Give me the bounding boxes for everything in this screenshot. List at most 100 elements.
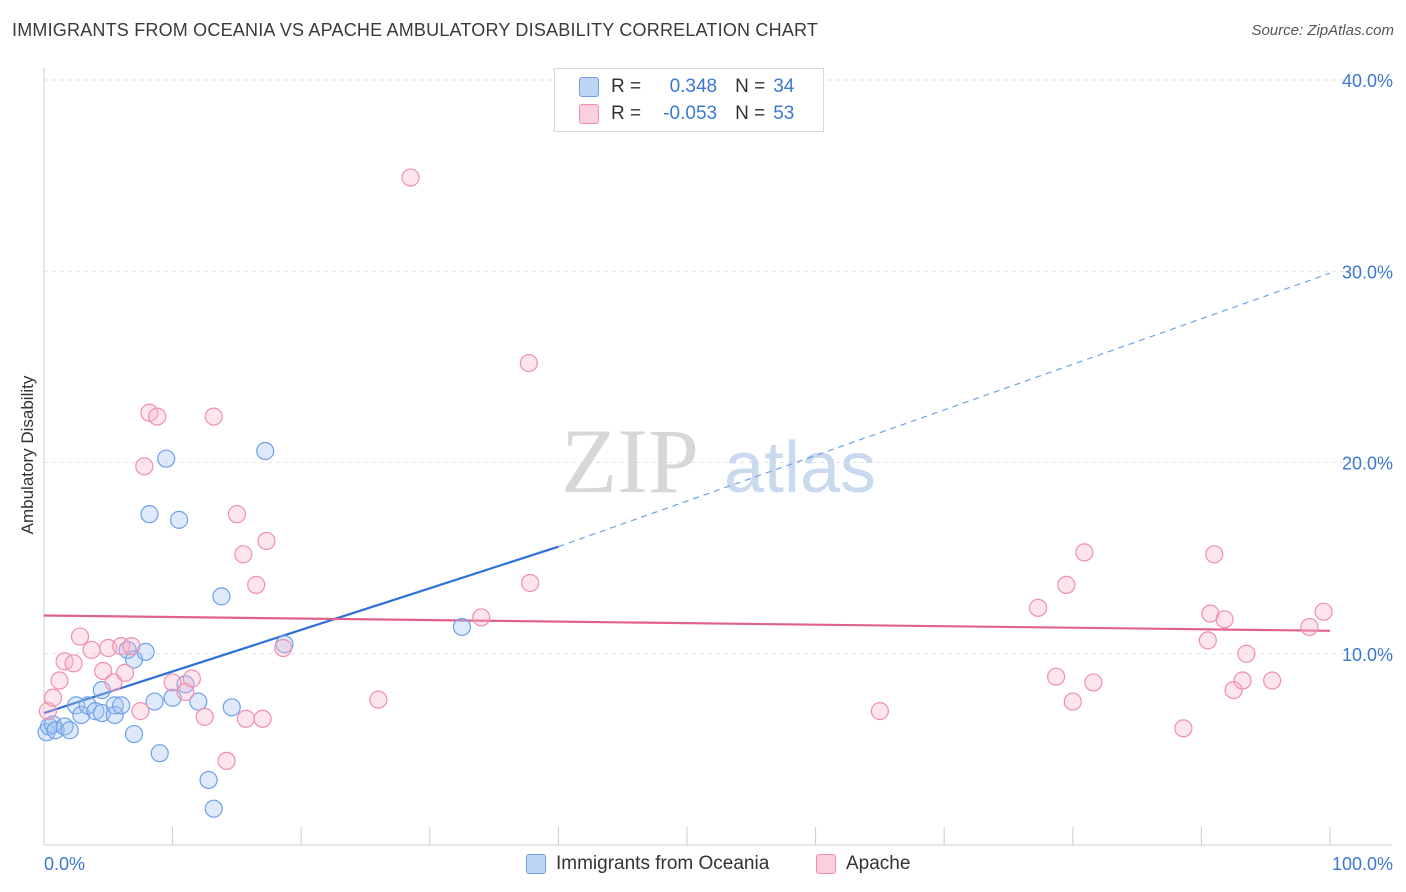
point-apache — [195, 707, 214, 726]
point-apache — [236, 709, 256, 728]
x-tick-label-min: 0.0% — [44, 854, 85, 874]
point-oceania — [105, 705, 124, 725]
legend-r-label: R = — [611, 103, 642, 124]
grid-layer — [44, 79, 1392, 655]
point-apache — [43, 688, 63, 707]
point-apache — [1063, 692, 1082, 711]
point-apache — [1084, 673, 1103, 692]
legend-r-label: R = — [611, 76, 642, 97]
series-legend-apache: Apache — [816, 850, 910, 878]
point-oceania — [204, 799, 223, 818]
legend-n-label: N = — [735, 103, 766, 124]
point-oceania — [124, 724, 144, 744]
point-apache — [94, 661, 113, 681]
legend-row-apache: R = -0.053 N = 53 — [579, 101, 794, 127]
point-oceania — [212, 587, 231, 606]
point-apache — [122, 636, 141, 656]
point-oceania — [86, 702, 105, 721]
point-oceania — [150, 744, 169, 763]
trendline-oceania-extension — [558, 272, 1331, 548]
point-oceania — [140, 505, 159, 524]
watermark-zip: ZIP — [561, 410, 699, 512]
chart-title: IMMIGRANTS FROM OCEANIA VS APACHE AMBULA… — [12, 20, 819, 40]
point-apache — [64, 654, 83, 673]
point-apache — [1237, 644, 1256, 663]
point-apache — [1205, 545, 1224, 564]
point-apache — [1075, 543, 1094, 562]
point-apache — [1215, 610, 1234, 629]
point-apache — [135, 457, 154, 476]
point-apache — [115, 663, 135, 682]
point-apache — [253, 709, 272, 728]
point-apache — [1233, 671, 1252, 690]
legend-swatch-apache — [579, 104, 599, 124]
point-apache — [1174, 719, 1193, 738]
point-apache — [1028, 598, 1048, 617]
legend-r-value-oceania: 0.348 — [669, 76, 718, 97]
point-apache — [1263, 671, 1282, 690]
point-apache — [1314, 602, 1333, 621]
point-apache — [70, 627, 90, 646]
point-apache — [870, 702, 890, 721]
point-oceania — [256, 441, 275, 461]
point-oceania — [189, 692, 208, 711]
point-oceania — [72, 705, 91, 725]
correlation-legend: R = 0.348 N = 34 R = -0.053 N = 53 — [554, 68, 824, 132]
point-apache — [1046, 667, 1066, 686]
points-layer — [37, 168, 1333, 818]
legend-n-value-apache: 53 — [773, 103, 795, 124]
source-credit: Source: ZipAtlas.com — [1251, 22, 1394, 39]
point-apache — [274, 638, 293, 658]
point-apache — [82, 640, 101, 660]
point-apache — [148, 407, 167, 426]
point-apache — [204, 407, 223, 426]
point-apache — [55, 652, 74, 671]
series-swatch-apache — [816, 854, 836, 874]
point-apache — [50, 671, 69, 690]
point-apache — [401, 168, 420, 187]
series-legend-oceania: Immigrants from Oceania — [526, 850, 769, 878]
point-oceania — [46, 721, 65, 740]
legend-row-oceania: R = 0.348 N = 34 — [579, 74, 794, 100]
legend-r-value-apache: -0.053 — [663, 103, 718, 124]
point-apache — [1300, 617, 1319, 637]
point-apache — [257, 531, 276, 551]
point-apache — [227, 505, 246, 524]
point-apache — [217, 751, 236, 770]
point-apache — [369, 690, 388, 709]
point-apache — [1198, 631, 1217, 650]
point-apache — [163, 673, 182, 692]
point-apache — [38, 702, 57, 721]
point-oceania — [145, 692, 164, 711]
point-apache — [182, 669, 201, 688]
watermark: ZIP atlas — [561, 410, 876, 512]
point-oceania — [222, 698, 241, 717]
x-tick-label-max: 100.0% — [1332, 854, 1393, 874]
point-apache — [521, 573, 540, 593]
point-oceania — [112, 696, 131, 715]
point-oceania — [199, 770, 218, 790]
series-swatch-oceania — [526, 854, 546, 874]
point-oceania — [169, 510, 189, 529]
point-oceania — [105, 696, 124, 715]
point-apache — [112, 636, 131, 656]
point-oceania — [452, 617, 472, 637]
legend-swatch-oceania — [579, 77, 599, 97]
watermark-atlas: atlas — [724, 428, 876, 508]
series-name-oceania: Immigrants from Oceania — [556, 853, 770, 874]
y-tick-label: 20.0% — [1342, 454, 1393, 474]
point-oceania — [157, 449, 176, 468]
point-apache — [131, 702, 150, 721]
legend-n-value-oceania: 34 — [773, 76, 795, 97]
series-name-apache: Apache — [846, 853, 911, 874]
trendline-oceania — [43, 545, 559, 715]
point-apache — [234, 545, 253, 564]
trend-layer — [43, 272, 1331, 715]
y-axis-label: Ambulatory Disability — [18, 375, 37, 535]
trendline-apache — [43, 614, 1331, 632]
legend-n-label: N = — [735, 76, 766, 97]
point-apache — [247, 575, 266, 595]
point-apache — [519, 353, 538, 373]
point-apache — [1057, 575, 1076, 595]
